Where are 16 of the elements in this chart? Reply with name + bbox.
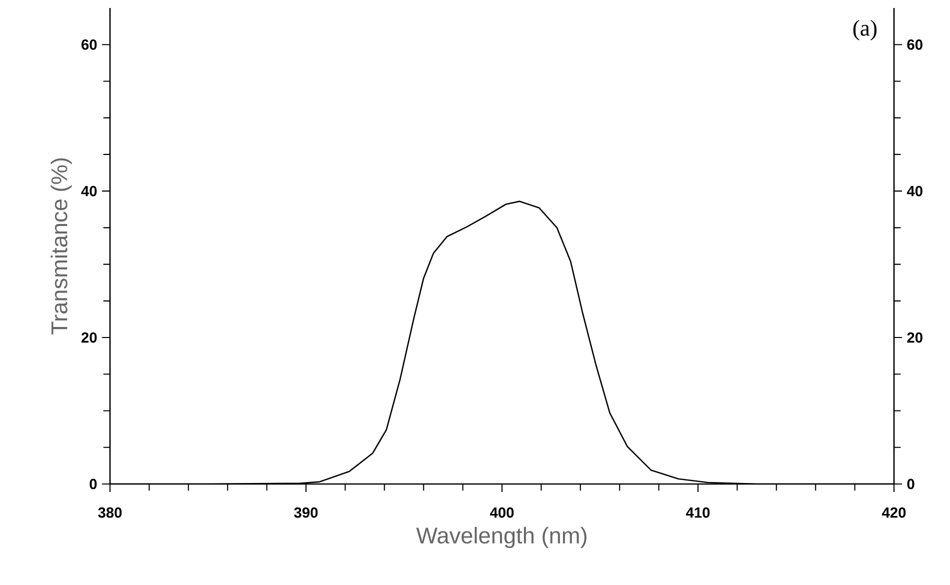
y-axis-title: Transmitance (%) [50,158,72,334]
x-tick-label: 380 [98,507,122,518]
y2-tick-label: 20 [907,332,922,343]
y-tick-label: 20 [81,332,97,343]
x-tick-label: 400 [490,507,514,518]
x-tick-label: 410 [686,507,710,518]
annotation: (a) [853,20,877,40]
y2-tick-label: 60 [907,39,922,50]
x-tick-label: 390 [294,507,318,518]
y-tick-label: 0 [90,478,97,490]
y2-tick-label: 40 [906,186,922,196]
y2-tick-label: 0 [907,478,914,490]
y-tick-label: 40 [81,186,97,196]
x-axis-title: Wavelength (nm) [416,526,586,548]
x-tick-label: 420 [882,507,906,518]
y-tick-label: 60 [82,39,97,50]
